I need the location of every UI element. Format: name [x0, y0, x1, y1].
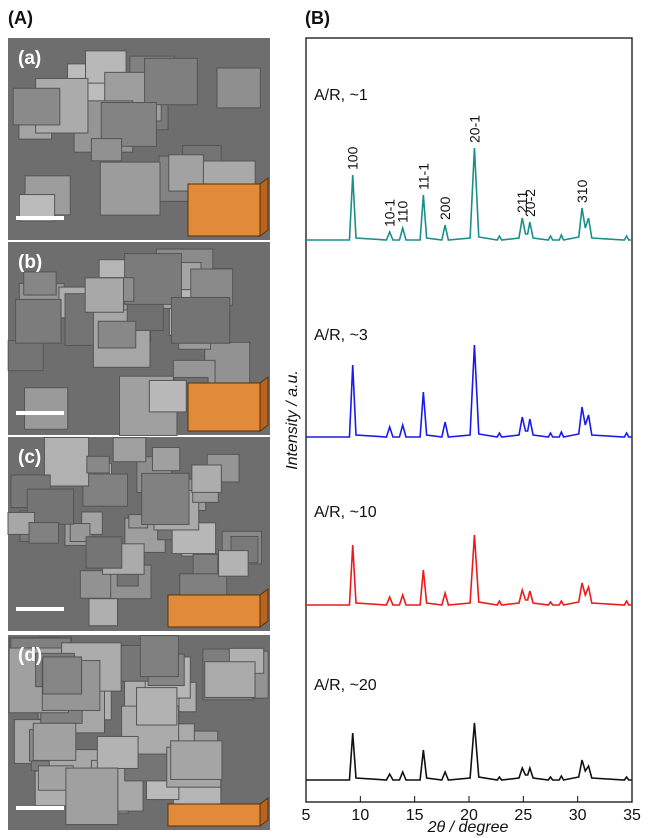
crystal	[85, 278, 123, 312]
crystal-model	[188, 184, 260, 236]
crystal	[149, 380, 186, 411]
crystal	[140, 636, 178, 677]
crystal	[86, 537, 122, 568]
crystal	[33, 723, 76, 760]
crystal	[100, 162, 160, 215]
x-tick-label: 25	[514, 807, 532, 824]
crystal	[171, 297, 229, 343]
crystal	[29, 523, 58, 544]
crystal	[25, 388, 68, 430]
x-tick-label: 10	[351, 807, 369, 824]
x-tick-label: 35	[623, 807, 641, 824]
crystal	[66, 768, 118, 824]
crystal	[43, 657, 82, 694]
crystal	[217, 68, 260, 108]
crystal	[192, 465, 222, 492]
panel-label: (A)	[8, 8, 33, 28]
peak-label: 110	[395, 200, 411, 223]
series-label: A/R, ~20	[314, 677, 377, 694]
crystal	[142, 473, 189, 524]
peak-label: 20-1	[466, 115, 482, 143]
crystal	[205, 662, 255, 698]
crystal	[83, 474, 128, 506]
crystal	[13, 88, 60, 125]
crystal-model-side	[260, 178, 268, 236]
crystal-model	[168, 804, 260, 826]
crystal	[44, 437, 88, 486]
crystal	[152, 447, 179, 470]
crystal-model	[188, 383, 260, 431]
crystal	[137, 688, 177, 725]
x-tick-label: 15	[406, 807, 424, 824]
series-label: A/R, ~3	[314, 327, 368, 344]
crystal	[16, 299, 61, 343]
crystal	[89, 599, 118, 626]
crystal	[98, 321, 136, 348]
crystal	[145, 58, 198, 104]
crystal-model-side	[260, 589, 268, 627]
image-label: (d)	[18, 645, 42, 666]
image-label: (a)	[18, 48, 41, 69]
sem-images: (a) (b) (c) (d)	[8, 38, 270, 830]
image-label: (b)	[18, 252, 42, 273]
image-label: (c)	[18, 447, 41, 468]
xrd-trace	[306, 535, 632, 605]
panel-label: (B)	[305, 8, 330, 28]
crystal-model-side	[260, 377, 268, 431]
xrd-trace	[306, 723, 632, 780]
peak-label: 310	[574, 179, 590, 203]
crystal	[113, 438, 146, 462]
y-axis-label: Intensity / a.u.	[284, 370, 301, 470]
crystal	[87, 456, 109, 473]
crystal	[8, 341, 43, 371]
series-label: A/R, ~10	[314, 504, 377, 521]
peak-label: 11-1	[415, 163, 431, 190]
crystal	[24, 272, 56, 295]
x-tick-label: 5	[302, 807, 311, 824]
crystal	[91, 139, 121, 161]
crystal	[171, 741, 222, 780]
crystal	[219, 551, 249, 577]
crystal	[97, 736, 138, 768]
series-label: A/R, ~1	[314, 87, 368, 104]
x-tick-label: 20	[460, 807, 478, 824]
peak-label: 20-2	[522, 189, 538, 217]
peak-label: 200	[437, 196, 453, 220]
figure: (A) (B) (a)(b)(c)(d) 2θ / degree Intensi…	[0, 0, 648, 838]
crystal-model	[168, 595, 260, 627]
peak-label: 100	[345, 146, 361, 170]
x-tick-label: 30	[569, 807, 587, 824]
xrd-trace	[306, 345, 632, 437]
